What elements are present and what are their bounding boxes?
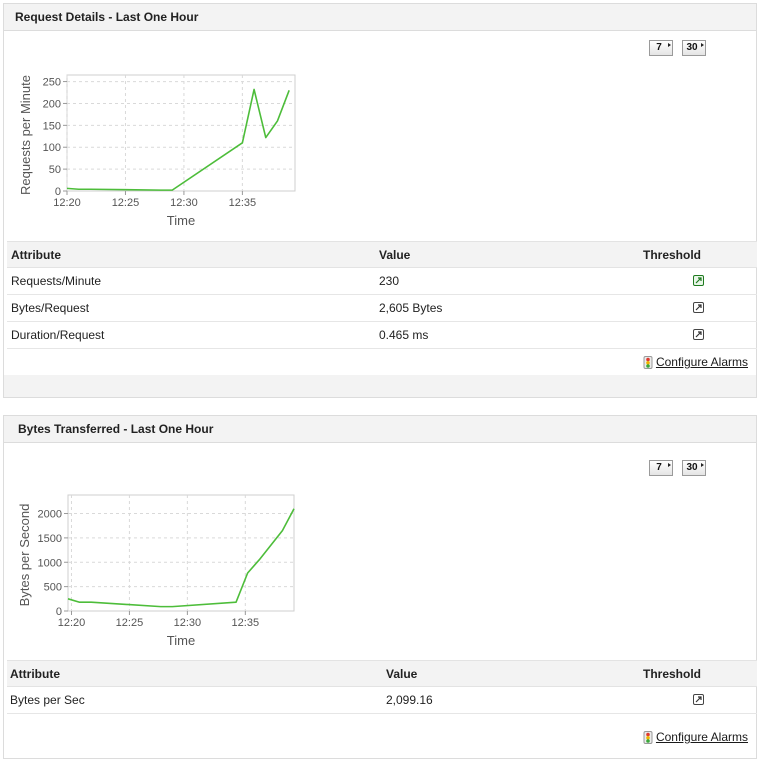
x-tick-label: 12:35 [229,197,257,209]
table-header: Attribute Value Threshold [7,660,757,687]
table-row: Bytes per Sec 2,099.16 [7,687,757,714]
panel-title: Request Details - Last One Hour [4,4,756,31]
value-cell: 230 [379,274,400,288]
configure-alarms-link[interactable]: Configure Alarms [643,730,748,744]
y-tick-label: 1500 [38,533,62,545]
value-cell: 2,605 Bytes [379,301,443,315]
attribute-cell[interactable]: Bytes per Sec [10,693,85,707]
table-row: Requests/Minute 230 [7,268,757,295]
bytes-transferred-panel: Bytes Transferred - Last One Hour 7 30 1… [3,415,757,759]
arrow-right-icon [701,463,704,467]
traffic-light-icon [643,731,653,744]
y-tick-label: 0 [56,606,62,618]
configure-alarms-row: Configure Alarms [7,349,757,376]
traffic-light-icon [643,356,653,369]
x-axis-title: Time [167,213,195,228]
x-tick-label: 12:20 [53,197,81,209]
y-tick-label: 250 [43,77,61,89]
thirty-day-report-button[interactable]: 30 [682,460,706,476]
attribute-cell[interactable]: Requests/Minute [11,274,102,288]
threshold-header: Threshold [643,248,702,262]
seven-day-report-button[interactable]: 7 [649,40,673,56]
threshold-icon[interactable] [693,302,704,313]
attribute-cell[interactable]: Bytes/Request [11,301,90,315]
y-axis-title: Bytes per Second [17,504,32,607]
x-tick-label: 12:30 [174,617,202,629]
series-line [66,88,290,191]
y-tick-label: 50 [49,164,61,176]
y-tick-label: 1000 [38,557,62,569]
panel-footer [4,375,756,397]
y-tick-label: 500 [44,582,62,594]
arrow-right-icon [701,43,704,47]
panel-title: Bytes Transferred - Last One Hour [4,416,756,443]
thirty-day-report-button[interactable]: 30 [682,40,706,56]
request-details-panel: Request Details - Last One Hour 7 30 12:… [3,3,757,398]
series-line [67,508,295,608]
seven-day-report-button[interactable]: 7 [649,460,673,476]
threshold-icon[interactable] [693,694,704,705]
threshold-icon[interactable] [693,329,704,340]
attributes-table: Attribute Value Threshold Requests/Minut… [7,241,757,376]
y-tick-label: 0 [55,186,61,198]
plot-area [66,74,296,192]
x-tick-label: 12:35 [232,617,260,629]
value-cell: 0.465 ms [379,328,429,342]
y-tick-label: 2000 [38,509,62,521]
attribute-cell[interactable]: Duration/Request [11,328,105,342]
period-buttons: 7 30 [649,460,709,476]
x-tick-label: 12:25 [112,197,140,209]
attribute-header: Attribute [10,667,60,681]
period-buttons: 7 30 [649,40,709,56]
y-tick-label: 100 [43,142,61,154]
table-row: Bytes/Request 2,605 Bytes [7,295,757,322]
y-tick-label: 150 [43,120,61,132]
configure-alarms-link[interactable]: Configure Alarms [643,355,748,369]
table-header: Attribute Value Threshold [7,241,757,268]
value-header: Value [386,667,418,681]
bytes-chart: 12:20 12:25 12:30 12:35 0 500 1000 1500 2000 Time… [17,494,295,648]
x-tick-label: 12:30 [170,197,198,209]
x-tick-label: 12:20 [58,617,86,629]
configure-alarms-row: Configure Alarms [7,724,757,751]
threshold-configured-icon[interactable] [693,275,704,286]
value-header: Value [379,248,411,262]
x-tick-label: 12:25 [116,617,144,629]
y-axis-title: Requests per Minute [18,75,33,195]
arrow-right-icon [668,43,671,47]
x-axis-title: Time [167,633,195,648]
requests-chart: 12:20 12:25 12:30 12:35 0 50 100 150 200 250 Time R… [18,74,296,228]
threshold-header: Threshold [643,667,702,681]
spacer [7,714,757,724]
table-row: Duration/Request 0.465 ms [7,322,757,349]
attribute-header: Attribute [11,248,61,262]
plot-area [67,494,295,612]
y-tick-label: 200 [43,98,61,110]
attributes-table: Attribute Value Threshold Bytes per Sec … [7,660,757,751]
arrow-right-icon [668,463,671,467]
value-cell: 2,099.16 [386,693,433,707]
